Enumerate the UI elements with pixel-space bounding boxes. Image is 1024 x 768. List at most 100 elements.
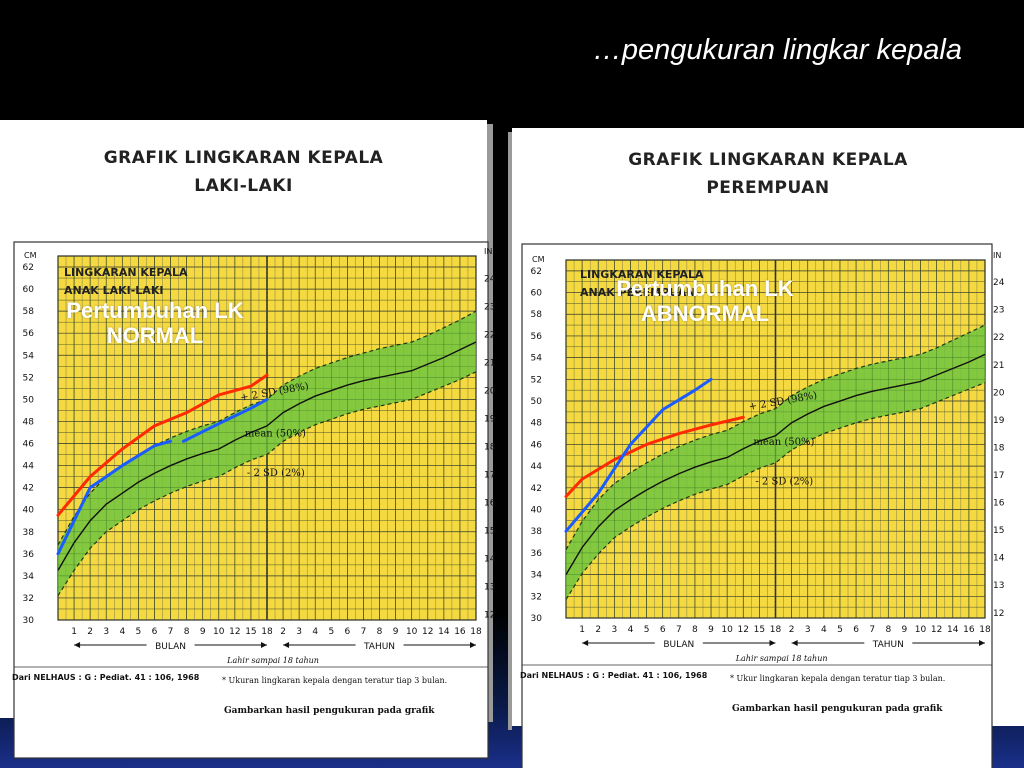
source-citation: Dari NELHAUS : G : Pediat. 41 : 106, 196… [520,671,708,680]
year-tick-label: 9 [902,625,908,635]
cm-tick-label: 60 [531,289,543,299]
cm-tick-label: 50 [23,395,35,405]
overlay-annotation-normal: Pertumbuhan LK NORMAL [30,298,280,348]
year-tick-label: 2 [789,625,795,635]
cm-tick-label: 30 [23,616,35,626]
inch-tick-label: 21 [993,361,1004,371]
inner-title-line: ANAK PEREMPUAN [580,286,695,299]
month-tick-label: 12 [738,625,749,635]
cm-tick-label: 34 [23,572,35,582]
chart-title-line: GRAFIK LINGKARAN KEPALA [103,148,384,168]
month-tick-label: 5 [136,627,142,637]
tahun-label: TAHUN [872,640,904,650]
range-note: Lahir sampai 18 tahun [735,654,828,663]
mean-label: mean (50%) [245,428,306,439]
cm-tick-label: 52 [531,375,542,385]
month-tick-label: 9 [200,627,206,637]
cm-tick-label: 60 [23,285,35,295]
year-tick-label: 14 [438,627,450,637]
chart-subtitle-line: PEREMPUAN [706,178,830,198]
month-tick-label: 7 [676,625,682,635]
head-circumference-chart-boys: + 2 SD (98%)mean (50%)- 2 SD (2%)LINGKAR… [12,241,496,759]
tahun-label-bg [355,639,404,651]
year-tick-label: 5 [328,627,334,637]
cm-tick-label: 48 [531,419,543,429]
chart-title-girls: GRAFIK LINGKARAN KEPALA PEREMPUAN [512,146,1024,202]
inch-tick-label: 15 [484,527,495,537]
inch-tick-label: 23 [993,306,1004,316]
inch-tick-label: 20 [993,388,1005,398]
year-tick-label: 12 [422,627,433,637]
inch-tick-label: 15 [993,526,1004,536]
right-axis-unit: IN [484,247,492,256]
year-tick-label: 7 [869,625,875,635]
cm-tick-label: 34 [531,571,543,581]
cm-tick-label: 44 [531,462,543,472]
month-tick-label: 2 [87,627,93,637]
inch-tick-label: 22 [484,331,495,341]
right-axis-unit: IN [993,251,1001,260]
inch-tick-label: 19 [993,416,1005,426]
chart-title-line: GRAFIK LINGKARAN KEPALA [628,150,908,170]
inch-tick-label: 12 [484,611,495,621]
instruction-text: Gambarkan hasil pengukuran pada grafik [732,704,943,714]
month-tick-label: 8 [692,625,698,635]
year-tick-label: 18 [470,627,482,637]
arrow-right-icon [769,640,776,646]
panel-shadow-left [487,124,493,722]
left-axis-unit: CM [532,255,545,264]
month-tick-label: 4 [628,625,634,635]
inner-title-line: LINGKARAN KEPALA [64,266,188,279]
mean-label: mean (50%) [753,437,814,448]
measurement-series-blue [56,439,173,556]
cm-tick-label: 56 [23,329,35,339]
month-tick-label: 18 [261,627,273,637]
upper-2sd-line [565,324,986,550]
year-tick-label: 8 [885,625,891,635]
measurement-series-red [56,373,269,517]
arrow-left-icon [582,640,589,646]
year-tick-label: 3 [805,625,811,635]
month-tick-label: 15 [754,625,765,635]
month-tick-label: 9 [708,625,714,635]
head-circumference-chart-girls: + 2 SD (98%)mean (50%)- 2 SD (2%)LINGKAR… [520,243,1005,768]
month-tick-label: 5 [644,625,650,635]
inch-tick-label: 13 [484,583,495,593]
month-tick-label: 6 [660,625,666,635]
cm-tick-label: 32 [23,594,34,604]
measurement-series-red [564,415,745,498]
year-tick-label: 10 [406,627,418,637]
lower-2sd-line [565,382,986,600]
inner-title-line: LINGKARAN KEPALA [580,268,704,281]
footnote: * Ukuran lingkaran kepala dengan teratur… [222,676,447,685]
lower-2sd-label: - 2 SD (2%) [247,468,305,479]
overlay-line: NORMAL [106,323,204,348]
cm-tick-label: 58 [23,307,35,317]
cm-tick-label: 62 [23,263,34,273]
arrow-right-icon [470,642,476,648]
inch-tick-label: 24 [484,275,496,285]
inch-tick-label: 16 [484,499,496,509]
cm-tick-label: 42 [531,484,542,494]
month-tick-label: 4 [119,627,125,637]
chart-title-boys: GRAFIK LINGKARAN KEPALA LAKI-LAKI [0,144,487,200]
left-axis-unit: CM [24,251,37,260]
measurement-series-blue [564,377,713,533]
measurement-series-blue-segment [181,397,269,443]
inch-tick-label: 24 [993,278,1005,288]
year-tick-label: 16 [454,627,466,637]
inch-tick-label: 21 [484,359,495,369]
year-tick-label: 8 [377,627,383,637]
inch-tick-label: 16 [993,499,1005,509]
cm-tick-label: 38 [23,528,35,538]
chart-panel-girls: GRAFIK LINGKARAN KEPALA PEREMPUAN + 2 SD… [512,128,1024,768]
month-tick-label: 3 [611,625,617,635]
year-tick-label: 9 [393,627,399,637]
month-tick-label: 7 [168,627,174,637]
month-tick-label: 18 [770,625,782,635]
lower-2sd-label: - 2 SD (2%) [755,476,813,487]
inch-tick-label: 14 [484,555,496,565]
inch-tick-label: 18 [484,443,496,453]
arrow-right-icon [979,640,985,646]
cm-tick-label: 58 [531,310,543,320]
